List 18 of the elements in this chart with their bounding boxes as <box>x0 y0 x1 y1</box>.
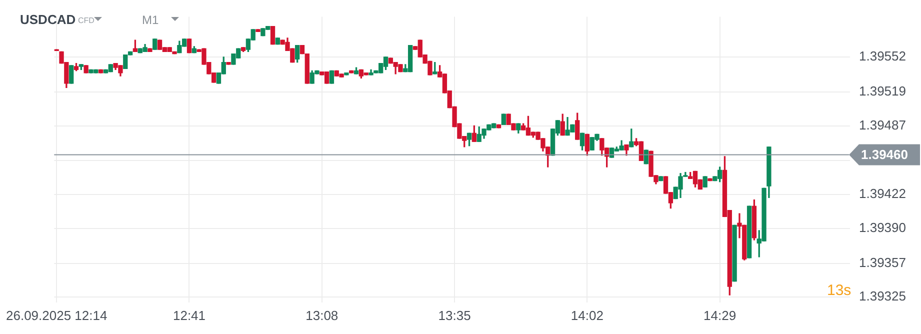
y-tick-label: 1.39487 <box>859 117 906 132</box>
chart-subtitle: CFD <box>78 16 94 25</box>
annotation: 13s <box>827 282 852 299</box>
chart-title: USDCAD <box>20 12 76 27</box>
x-tick-label: 14:29 <box>704 308 736 323</box>
y-tick-label: 1.39422 <box>859 186 906 202</box>
x-tick-label: 26.09.2025 12:14 <box>6 308 108 323</box>
y-tick-label: 1.39325 <box>859 288 906 304</box>
x-tick-label: 13:08 <box>306 308 338 323</box>
y-tick-label: 1.39357 <box>859 254 906 270</box>
ref-line-label: 1.39460 <box>861 146 908 162</box>
annotation: M1 <box>142 13 159 27</box>
x-tick-label: 12:41 <box>172 308 206 323</box>
y-tick-label: 1.39390 <box>859 220 906 235</box>
x-tick-label: 13:35 <box>438 308 471 323</box>
x-tick-label: 14:02 <box>570 308 604 323</box>
y-tick-label: 1.39552 <box>859 48 906 64</box>
y-tick-label: 1.39519 <box>859 83 906 98</box>
